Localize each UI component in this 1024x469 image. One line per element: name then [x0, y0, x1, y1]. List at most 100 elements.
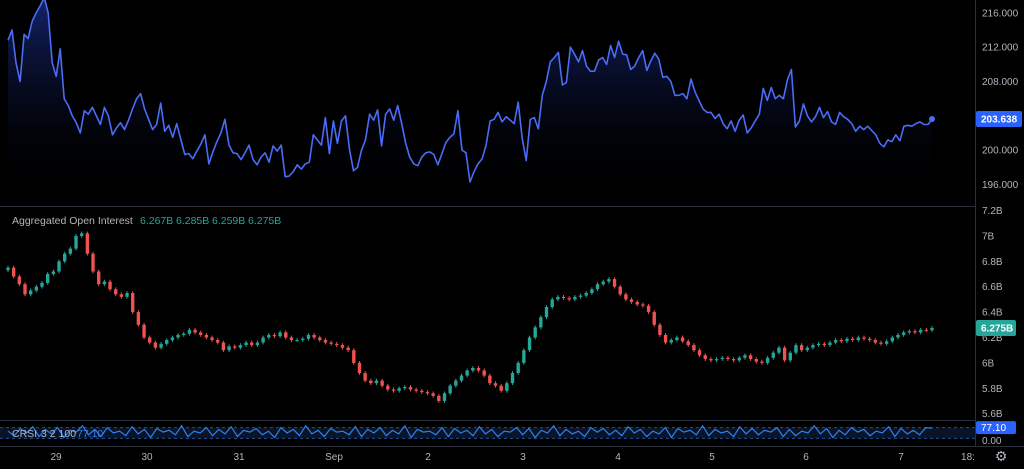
oi-candle-body [788, 352, 792, 361]
oi-candle-body [607, 279, 611, 282]
oi-candle-body [652, 312, 656, 325]
time-tick-label: 18: [961, 452, 975, 463]
oi-candle-body [680, 337, 685, 342]
oi-candle-body [91, 253, 95, 272]
price-last-badge [976, 110, 1022, 127]
oi-legend-high: 6.285B [176, 215, 209, 227]
oi-candle-body [703, 355, 707, 360]
oi-candle-body [187, 329, 192, 334]
oi-candle-body [306, 334, 311, 339]
price-tick-label: 216.000 [982, 8, 1019, 19]
oi-candle-body [833, 340, 838, 343]
oi-candle-body [612, 279, 617, 287]
oi-candle-body [641, 304, 645, 306]
oi-candle-body [794, 345, 798, 353]
oi-candle-body [890, 337, 895, 342]
oi-candle-body [153, 342, 158, 348]
oi-candle-body [68, 248, 73, 254]
oi-tick-label: 5.8B [982, 384, 1003, 395]
oi-candle-body [867, 338, 872, 341]
oi-candle-body [737, 357, 741, 361]
price-tick-label: 196.000 [982, 180, 1019, 191]
oi-tick-label: 7B [982, 231, 995, 242]
oi-candle-body [884, 341, 889, 344]
oi-candle-body [850, 338, 855, 341]
oi-candle-body [11, 267, 16, 277]
oi-candle-body [856, 337, 860, 341]
oi-legend-low: 6.259B [212, 215, 245, 227]
oi-candle-body [913, 331, 917, 333]
time-tick-label: 29 [50, 452, 62, 463]
price-pane[interactable] [7, 0, 935, 196]
oi-candle-body [119, 294, 124, 297]
oi-candle-body [714, 359, 719, 361]
oi-candle-body [97, 271, 101, 285]
crsi-pane[interactable] [0, 424, 975, 439]
oi-candle-body [295, 340, 299, 342]
oi-candle-body [805, 347, 809, 351]
oi-candle-body [578, 295, 583, 297]
oi-tick-label: 6B [982, 358, 995, 369]
oi-candle-body [278, 332, 282, 337]
time-tick-label: 3 [520, 452, 526, 463]
oi-candle-body [272, 334, 277, 337]
oi-candle-body [193, 329, 197, 333]
oi-candle-body [918, 329, 923, 333]
oi-candle-body [335, 343, 339, 346]
oi-candle-body [62, 253, 67, 262]
oi-candle-body [6, 267, 10, 271]
oi-candle-body [777, 347, 781, 353]
oi-candle-body [414, 389, 418, 391]
oi-last-value: 6.275B [981, 323, 1013, 334]
oi-candle-body [544, 307, 549, 318]
oi-candle-body [476, 367, 481, 371]
oi-tick-label: 6.4B [982, 308, 1003, 319]
oi-candle-body [437, 395, 441, 401]
oi-candle-body [136, 312, 141, 325]
oi-candle-body [40, 282, 44, 287]
oi-candle-body [516, 362, 520, 374]
crsi-legend-title: CRSI [12, 428, 37, 440]
oi-candle-body [567, 298, 571, 300]
oi-candle-body [380, 380, 384, 386]
oi-candle-body [539, 317, 543, 328]
oi-candle-body [391, 389, 396, 391]
price-tick-label: 200.000 [982, 146, 1019, 157]
oi-candle-body [323, 340, 328, 343]
oi-candle-body [550, 299, 554, 308]
oi-candle-body [471, 367, 475, 371]
oi-legend: Aggregated Open Interest 6.267B 6.285B 6… [12, 215, 281, 227]
oi-candle-body [635, 301, 639, 305]
oi-candle-body [754, 359, 758, 362]
oi-candle-body [301, 338, 305, 341]
oi-candle-body [102, 281, 107, 285]
crsi-last-value: 77.10 [981, 423, 1006, 434]
price-area-fill [8, 0, 932, 196]
oi-candle-body [357, 362, 362, 374]
oi-candle-body [255, 342, 260, 346]
oi-candle-body [584, 293, 588, 296]
oi-candle-body [408, 386, 413, 390]
oi-candle-body [199, 332, 203, 335]
oi-candle-body [267, 334, 271, 338]
oi-legend-open: 6.267B [140, 215, 173, 227]
oi-candle-body [692, 345, 696, 351]
time-axis: 29 30 31 Sep 2 3 4 5 6 7 18: [50, 452, 975, 463]
oi-candle-body [210, 337, 214, 341]
oi-candle-body [771, 352, 775, 358]
oi-candle-body [646, 305, 651, 313]
gear-icon[interactable]: ⚙ [994, 449, 1008, 465]
oi-candle-body [930, 327, 934, 331]
oi-candle-body [590, 289, 594, 294]
oi-candle-body [221, 342, 226, 351]
oi-candle-body [601, 281, 605, 285]
price-last-value: 203.638 [981, 114, 1018, 125]
open-interest-pane[interactable] [6, 231, 934, 403]
oi-candle-body [556, 296, 560, 300]
oi-candle-body [839, 340, 843, 342]
oi-candle-body [233, 346, 237, 348]
oi-candle-body [261, 337, 265, 343]
oi-candle-body [448, 385, 452, 394]
oi-candle-body [284, 332, 288, 338]
